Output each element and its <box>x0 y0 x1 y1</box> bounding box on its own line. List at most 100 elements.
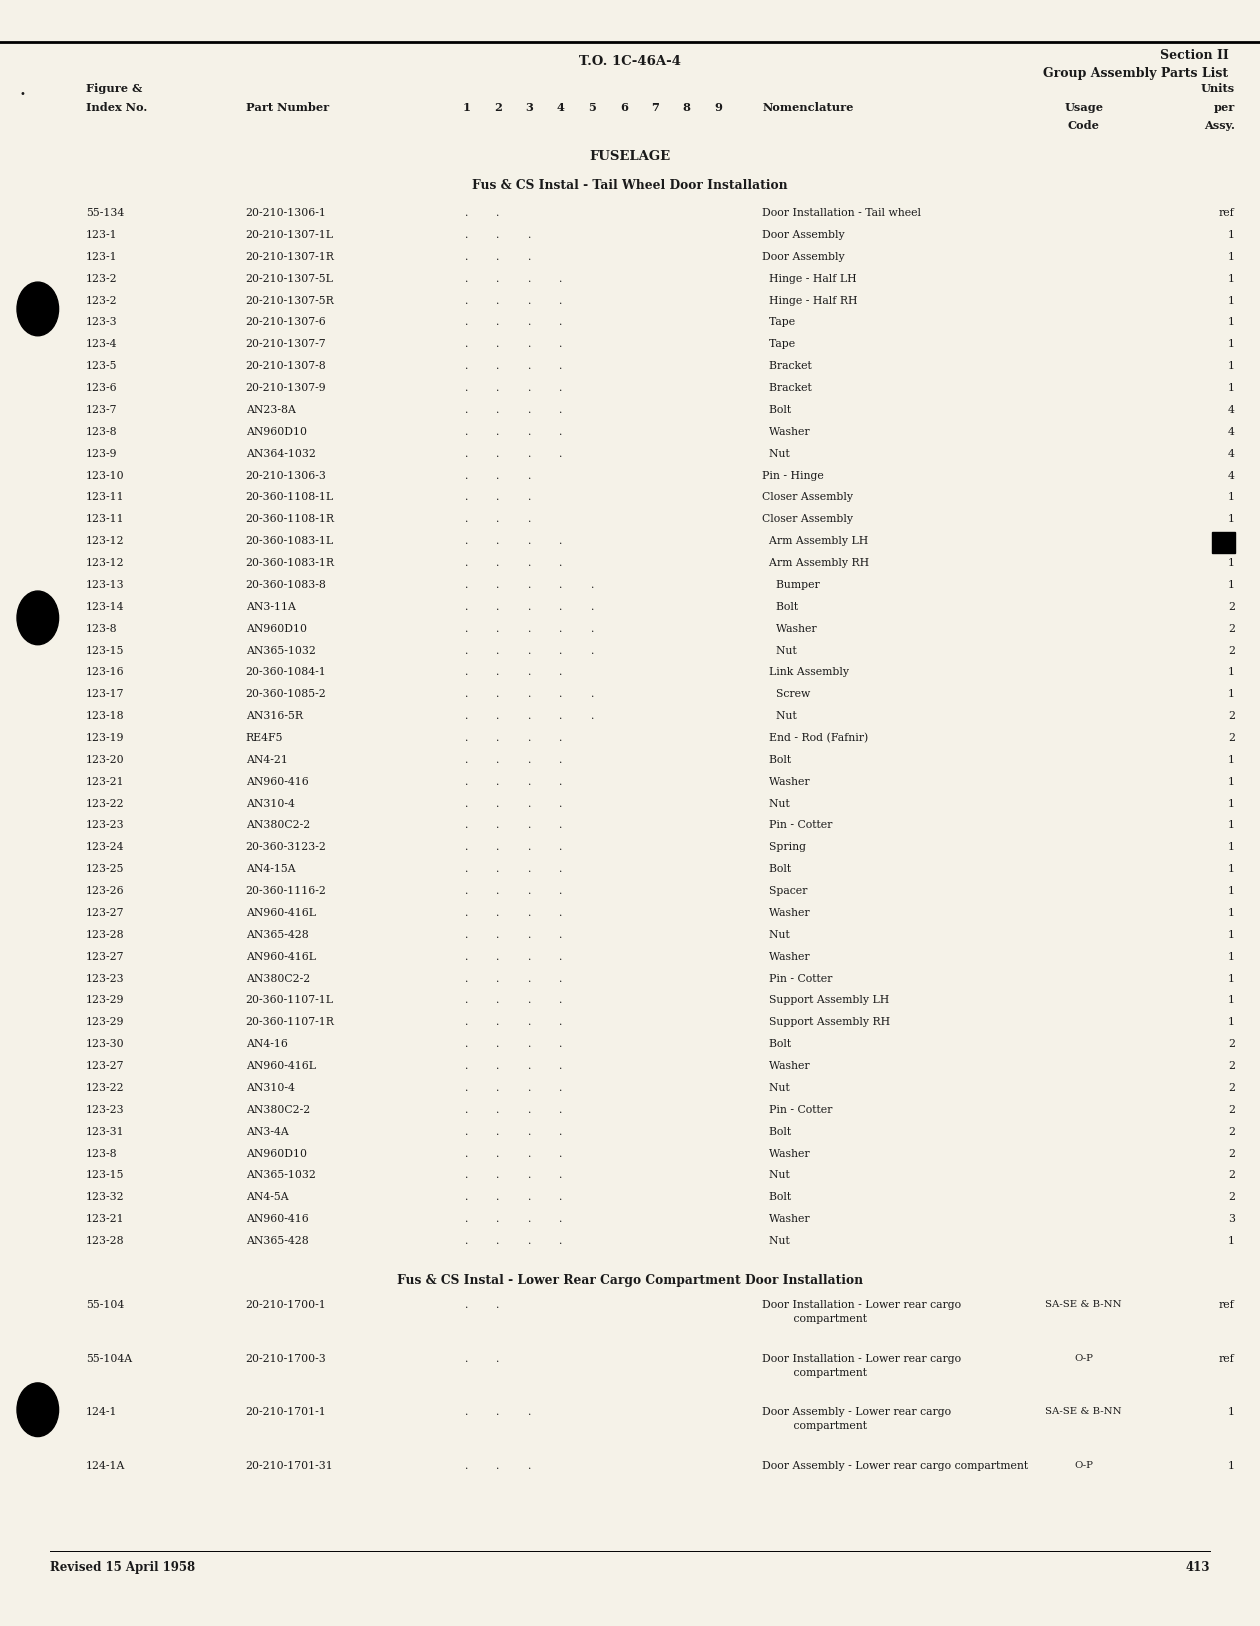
Text: .: . <box>496 340 499 350</box>
Text: .: . <box>496 602 499 611</box>
Text: .: . <box>496 1354 499 1364</box>
Text: .: . <box>465 1408 467 1418</box>
Text: .: . <box>465 930 467 940</box>
Text: AN365-1032: AN365-1032 <box>246 646 315 655</box>
Text: SA-SE & B-NN: SA-SE & B-NN <box>1046 1301 1121 1309</box>
Text: .: . <box>559 777 562 787</box>
Text: Door Installation - Lower rear cargo
         compartment: Door Installation - Lower rear cargo com… <box>762 1354 961 1377</box>
Text: .: . <box>559 1192 562 1202</box>
Text: .: . <box>559 340 562 350</box>
Text: .: . <box>528 689 530 699</box>
Text: 2: 2 <box>1227 1039 1235 1049</box>
Text: .: . <box>496 842 499 852</box>
Text: 1: 1 <box>1227 1408 1235 1418</box>
Text: 123-29: 123-29 <box>86 1018 125 1028</box>
Text: .: . <box>496 405 499 415</box>
Text: .: . <box>496 733 499 743</box>
Text: 4: 4 <box>557 102 564 114</box>
Text: .: . <box>591 580 593 590</box>
Text: 1: 1 <box>1227 865 1235 875</box>
Text: .: . <box>528 886 530 896</box>
Text: 20-210-1700-1: 20-210-1700-1 <box>246 1301 326 1311</box>
Text: .: . <box>496 689 499 699</box>
Text: Bolt: Bolt <box>762 1127 791 1137</box>
Text: 4: 4 <box>1228 426 1235 437</box>
Text: Washer: Washer <box>762 1215 810 1224</box>
Text: Tape: Tape <box>762 340 795 350</box>
Text: 123-29: 123-29 <box>86 995 125 1005</box>
Text: .: . <box>496 1062 499 1072</box>
Text: .: . <box>528 754 530 764</box>
Text: 20-210-1307-8: 20-210-1307-8 <box>246 361 326 371</box>
Text: Pin - Hinge: Pin - Hinge <box>762 470 824 481</box>
Text: .: . <box>465 1018 467 1028</box>
Text: .: . <box>528 821 530 831</box>
Text: .: . <box>528 798 530 808</box>
Text: 1: 1 <box>1227 1236 1235 1246</box>
Text: .: . <box>528 426 530 437</box>
Text: .: . <box>559 646 562 655</box>
Text: .: . <box>496 711 499 722</box>
Text: Revised 15 April 1958: Revised 15 April 1958 <box>50 1561 195 1574</box>
Text: .: . <box>559 995 562 1005</box>
Text: AN4-5A: AN4-5A <box>246 1192 289 1202</box>
Text: FUSELAGE: FUSELAGE <box>590 150 670 163</box>
Text: 123-1: 123-1 <box>86 229 117 241</box>
Text: 20-360-1108-1L: 20-360-1108-1L <box>246 493 334 502</box>
Text: 20-210-1307-1R: 20-210-1307-1R <box>246 252 335 262</box>
Text: .: . <box>528 624 530 634</box>
Text: 123-14: 123-14 <box>86 602 125 611</box>
Text: 20-210-1701-1: 20-210-1701-1 <box>246 1408 326 1418</box>
Text: .: . <box>465 361 467 371</box>
Text: AN4-21: AN4-21 <box>246 754 287 764</box>
Text: .: . <box>465 1127 467 1137</box>
Text: Washer: Washer <box>762 951 810 961</box>
Text: .: . <box>528 558 530 567</box>
Text: 1: 1 <box>1227 537 1235 546</box>
Text: AN960D10: AN960D10 <box>246 624 306 634</box>
Text: .: . <box>496 296 499 306</box>
Text: .: . <box>496 449 499 459</box>
Text: 1: 1 <box>1227 689 1235 699</box>
Text: .: . <box>465 384 467 393</box>
Text: 123-6: 123-6 <box>86 384 117 393</box>
Text: 123-10: 123-10 <box>86 470 125 481</box>
Text: Figure &: Figure & <box>86 83 142 94</box>
Text: .: . <box>496 537 499 546</box>
Text: 9: 9 <box>714 102 722 114</box>
Text: 413: 413 <box>1186 1561 1210 1574</box>
Text: .: . <box>528 1062 530 1072</box>
Text: .: . <box>559 580 562 590</box>
Text: Nut: Nut <box>762 1236 790 1246</box>
Text: 123-11: 123-11 <box>86 493 125 502</box>
Text: .: . <box>496 514 499 524</box>
Text: .: . <box>528 646 530 655</box>
Text: Nut: Nut <box>762 1083 790 1093</box>
Text: 2: 2 <box>1227 602 1235 611</box>
Text: .: . <box>528 470 530 481</box>
Text: AN380C2-2: AN380C2-2 <box>246 974 310 984</box>
Text: .: . <box>528 493 530 502</box>
Text: .: . <box>465 951 467 961</box>
Text: 4: 4 <box>1228 449 1235 459</box>
Text: .: . <box>465 1148 467 1159</box>
Text: .: . <box>528 1192 530 1202</box>
Text: 123-15: 123-15 <box>86 1171 125 1180</box>
Text: Nut: Nut <box>762 449 790 459</box>
Text: 123-28: 123-28 <box>86 1236 125 1246</box>
Text: .: . <box>465 865 467 875</box>
Text: .: . <box>496 229 499 241</box>
Text: Door Assembly: Door Assembly <box>762 252 845 262</box>
Text: Closer Assembly: Closer Assembly <box>762 493 853 502</box>
Text: .: . <box>559 405 562 415</box>
Text: AN310-4: AN310-4 <box>246 1083 295 1093</box>
Text: .: . <box>528 1408 530 1418</box>
Text: .: . <box>528 951 530 961</box>
Text: Bolt: Bolt <box>762 1039 791 1049</box>
Text: .: . <box>465 340 467 350</box>
Text: AN960-416L: AN960-416L <box>246 907 316 919</box>
Text: AN960-416: AN960-416 <box>246 777 309 787</box>
Text: .: . <box>496 1104 499 1115</box>
Text: .: . <box>465 208 467 218</box>
Text: 20-360-1083-1L: 20-360-1083-1L <box>246 537 334 546</box>
